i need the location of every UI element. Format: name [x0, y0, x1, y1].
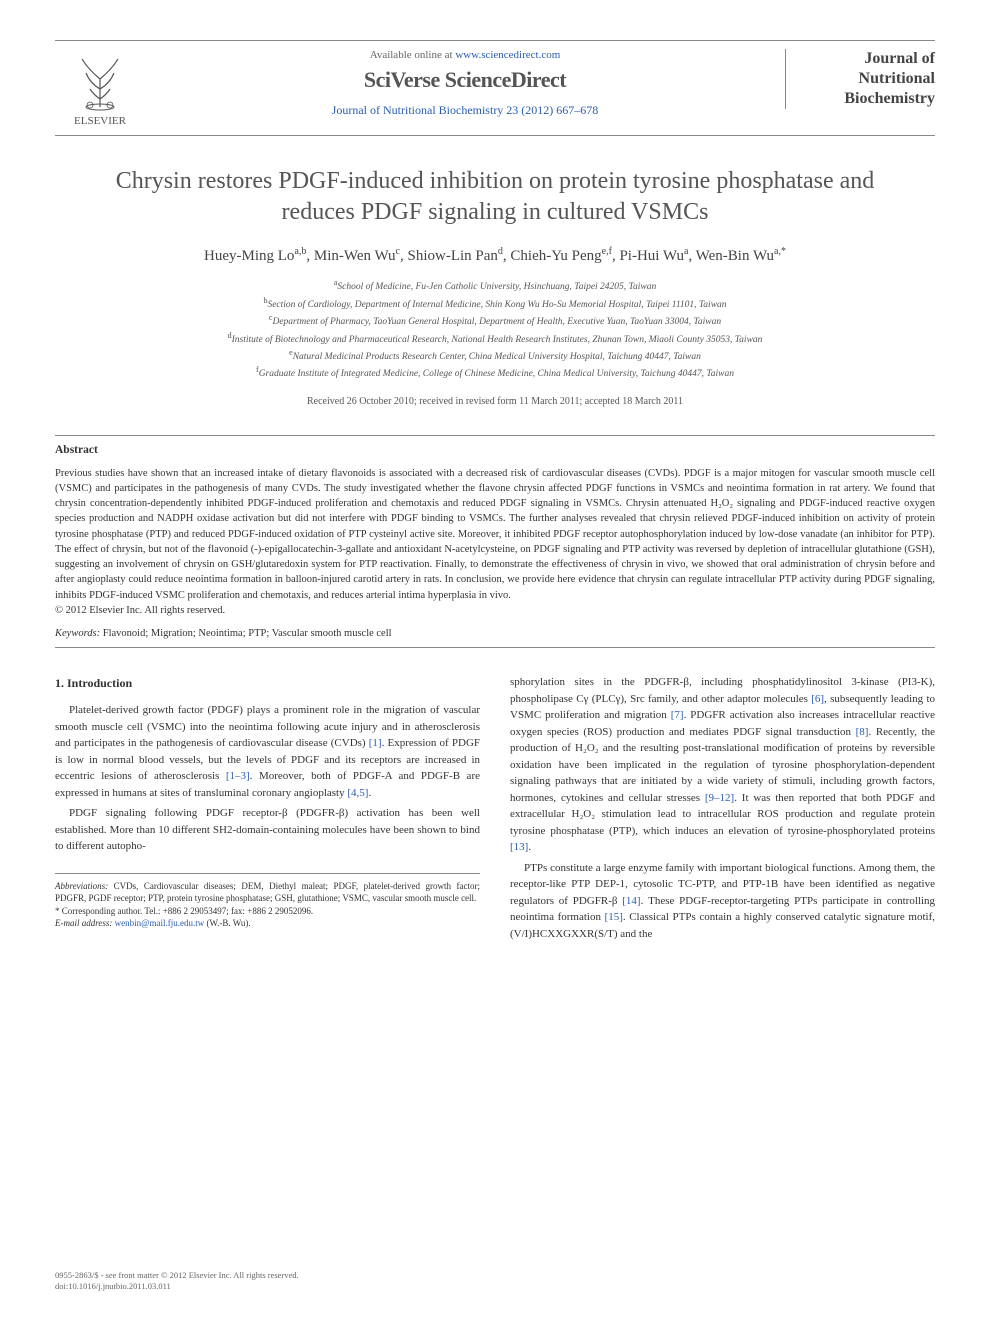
- body-columns: 1. Introduction Platelet-derived growth …: [55, 674, 935, 946]
- citation-link[interactable]: [4,5]: [347, 787, 368, 799]
- abbrev-label: Abbreviations:: [55, 881, 108, 891]
- abstract-heading: Abstract: [55, 444, 935, 456]
- citation-link[interactable]: [7]: [671, 709, 684, 721]
- corresponding-author-line: * Corresponding author. Tel.: +886 2 290…: [55, 905, 480, 918]
- abstract-copyright: © 2012 Elsevier Inc. All rights reserved…: [55, 605, 225, 616]
- jn-l3: Biochemistry: [844, 90, 935, 107]
- citation-link[interactable]: [8]: [856, 726, 869, 738]
- intro-para-4: PTPs constitute a large enzyme family wi…: [510, 860, 935, 943]
- keywords-label: Keywords:: [55, 628, 100, 639]
- publisher-block: ELSEVIER: [55, 49, 145, 127]
- corr-text: Tel.: +886 2 29053497; fax: +886 2 29052…: [144, 906, 313, 916]
- author-list: Huey-Ming Loa,b, Min-Wen Wuc, Shiow-Lin …: [55, 246, 935, 265]
- journal-header: ELSEVIER Available online at www.science…: [55, 40, 935, 136]
- right-column: sphorylation sites in the PDGFR-β, inclu…: [510, 674, 935, 946]
- publisher-name: ELSEVIER: [74, 115, 126, 127]
- corr-label: * Corresponding author.: [55, 906, 142, 916]
- intro-para-2: PDGF signaling following PDGF receptor-β…: [55, 805, 480, 855]
- journal-name: Journal of Nutritional Biochemistry: [800, 49, 935, 109]
- article-title: Chrysin restores PDGF-induced inhibition…: [105, 166, 885, 228]
- journal-title-block: Journal of Nutritional Biochemistry: [785, 49, 935, 109]
- footer-doi: doi:10.1016/j.jnutbio.2011.03.011: [55, 1281, 935, 1292]
- section-1-heading: 1. Introduction: [55, 674, 480, 692]
- email-suffix: (W.-B. Wu).: [206, 918, 250, 928]
- citation-link[interactable]: [14]: [622, 895, 640, 907]
- footnote-block: Abbreviations: CVDs, Cardiovascular dise…: [55, 873, 480, 930]
- page-footer: 0955-2863/$ - see front matter © 2012 El…: [55, 1270, 935, 1292]
- jn-l2: Nutritional: [859, 70, 935, 87]
- corresponding-email-link[interactable]: wenbin@mail.fju.edu.tw: [115, 918, 205, 928]
- email-line: E-mail address: wenbin@mail.fju.edu.tw (…: [55, 917, 480, 930]
- rule-above-abstract: [55, 435, 935, 436]
- elsevier-tree-logo: [68, 49, 132, 113]
- citation-link[interactable]: [15]: [605, 911, 623, 923]
- rule-below-keywords: [55, 647, 935, 648]
- affiliation-list: aSchool of Medicine, Fu-Jen Catholic Uni…: [55, 277, 935, 381]
- available-online-text: Available online at www.sciencedirect.co…: [165, 49, 765, 61]
- email-label: E-mail address:: [55, 918, 112, 928]
- sciencedirect-link[interactable]: www.sciencedirect.com: [455, 49, 560, 61]
- intro-para-1: Platelet-derived growth factor (PDGF) pl…: [55, 702, 480, 801]
- citation-link[interactable]: [9–12]: [705, 792, 734, 804]
- keywords-text: Flavonoid; Migration; Neointima; PTP; Va…: [103, 628, 392, 639]
- header-center: Available online at www.sciencedirect.co…: [145, 49, 785, 118]
- left-column: 1. Introduction Platelet-derived growth …: [55, 674, 480, 946]
- article-dates: Received 26 October 2010; received in re…: [55, 396, 935, 407]
- abstract-body-text: Previous studies have shown that an incr…: [55, 468, 935, 601]
- citation-link[interactable]: [6]: [811, 693, 824, 705]
- available-prefix: Available online at: [370, 49, 456, 61]
- intro-para-3: sphorylation sites in the PDGFR-β, inclu…: [510, 674, 935, 856]
- abbrev-text: CVDs, Cardiovascular diseases; DEM, Diet…: [55, 881, 480, 904]
- footer-copyright: 0955-2863/$ - see front matter © 2012 El…: [55, 1270, 935, 1281]
- abbreviations-line: Abbreviations: CVDs, Cardiovascular dise…: [55, 880, 480, 905]
- citation-link[interactable]: [1]: [369, 737, 382, 749]
- keywords-line: Keywords: Flavonoid; Migration; Neointim…: [55, 628, 935, 639]
- citation-link[interactable]: [1–3]: [226, 770, 250, 782]
- sciverse-brand: SciVerse ScienceDirect: [165, 67, 765, 93]
- journal-citation[interactable]: Journal of Nutritional Biochemistry 23 (…: [165, 103, 765, 118]
- citation-link[interactable]: [13]: [510, 841, 528, 853]
- jn-l1: Journal of: [864, 50, 935, 67]
- abstract-text: Previous studies have shown that an incr…: [55, 466, 935, 618]
